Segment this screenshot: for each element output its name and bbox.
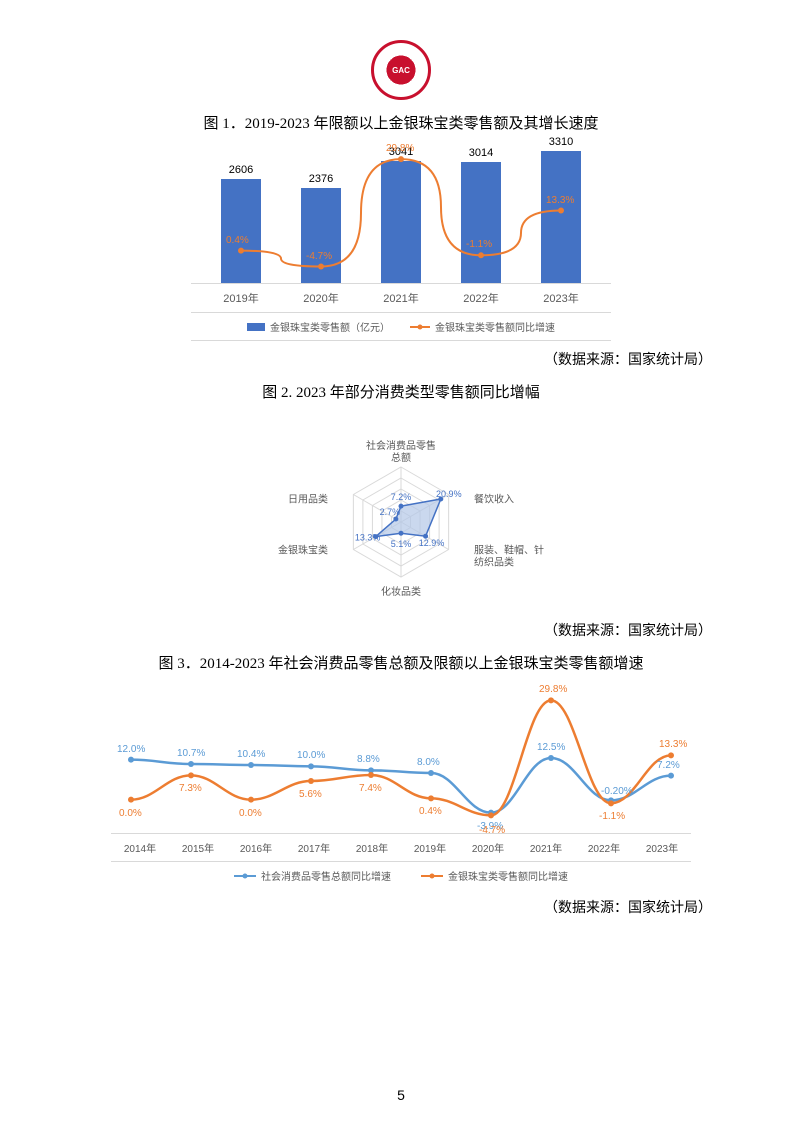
legend3-s2-swatch	[421, 875, 443, 877]
chart3-legend: 社会消费品零售总额同比增速 金银珠宝类零售额同比增速	[111, 861, 691, 889]
chart1-xaxis: 2019年2020年2021年2022年2023年	[191, 283, 611, 306]
chart1: 26062376304130143310 2019年2020年2021年2022…	[191, 143, 611, 341]
svg-text:餐饮收入: 餐饮收入	[474, 493, 514, 506]
legend-line-swatch	[410, 326, 430, 328]
svg-text:服装、鞋帽、针: 服装、鞋帽、针	[474, 544, 544, 557]
chart1-source: （数据来源：国家统计局）	[90, 349, 712, 369]
logo-text: GAC	[387, 56, 415, 84]
chart2-radar: 社会消费品零售总额餐饮收入服装、鞋帽、针纺织品类化妆品类 金银珠宝类 日用品类 7.2…	[191, 412, 611, 612]
legend3-s2: 金银珠宝类零售额同比增速	[421, 868, 568, 883]
chart3-source: （数据来源：国家统计局）	[90, 897, 712, 917]
svg-text:化妆品类: 化妆品类	[381, 585, 421, 598]
svg-text:7.2%: 7.2%	[391, 492, 412, 502]
legend-bar-swatch	[247, 323, 265, 331]
svg-text:总额: 总额	[391, 451, 411, 464]
svg-text:20.9%: 20.9%	[436, 489, 462, 499]
chart3: 12.0%10.7%10.4%10.0%8.8%8.0%-3.9%12.5%-0…	[111, 683, 691, 889]
legend3-s1-swatch	[234, 875, 256, 877]
svg-text:社会消费品零售: 社会消费品零售	[366, 439, 436, 452]
chart3-xaxis: 2014年2015年2016年2017年2018年2019年2020年2021年…	[111, 833, 691, 855]
svg-text:纺织品类: 纺织品类	[474, 556, 514, 569]
chart1-legend: 金银珠宝类零售额（亿元） 金银珠宝类零售额同比增速	[191, 312, 611, 341]
svg-text:12.9%: 12.9%	[419, 538, 445, 548]
chart2-title: 图 2. 2023 年部分消费类型零售额同比增幅	[90, 381, 712, 402]
logo: GAC	[371, 40, 431, 100]
chart1-title: 图 1．2019-2023 年限额以上金银珠宝类零售额及其增长速度	[90, 112, 712, 133]
legend-line-item: 金银珠宝类零售额同比增速	[410, 319, 555, 334]
svg-text:金银珠宝类: 金银珠宝类	[278, 544, 328, 557]
svg-text:13.3%: 13.3%	[355, 533, 381, 543]
page-number: 5	[0, 1087, 802, 1103]
chart2-source: （数据来源：国家统计局）	[90, 620, 712, 640]
legend3-s1-label: 社会消费品零售总额同比增速	[261, 868, 391, 883]
chart3-title: 图 3．2014-2023 年社会消费品零售总额及限额以上金银珠宝类零售额增速	[90, 652, 712, 673]
chart1-plot: 26062376304130143310	[191, 143, 611, 283]
svg-text:2.7%: 2.7%	[380, 507, 401, 517]
chart3-plot: 12.0%10.7%10.4%10.0%8.8%8.0%-3.9%12.5%-0…	[111, 683, 691, 833]
legend3-s1: 社会消费品零售总额同比增速	[234, 868, 391, 883]
legend-bar-label: 金银珠宝类零售额（亿元）	[270, 319, 390, 334]
legend-bar-item: 金银珠宝类零售额（亿元）	[247, 319, 390, 334]
svg-text:5.1%: 5.1%	[391, 539, 412, 549]
chart2: 社会消费品零售总额餐饮收入服装、鞋帽、针纺织品类化妆品类 金银珠宝类 日用品类 7.2…	[191, 412, 611, 612]
legend3-s2-label: 金银珠宝类零售额同比增速	[448, 868, 568, 883]
legend-line-label: 金银珠宝类零售额同比增速	[435, 319, 555, 334]
svg-text:日用品类: 日用品类	[288, 493, 328, 506]
